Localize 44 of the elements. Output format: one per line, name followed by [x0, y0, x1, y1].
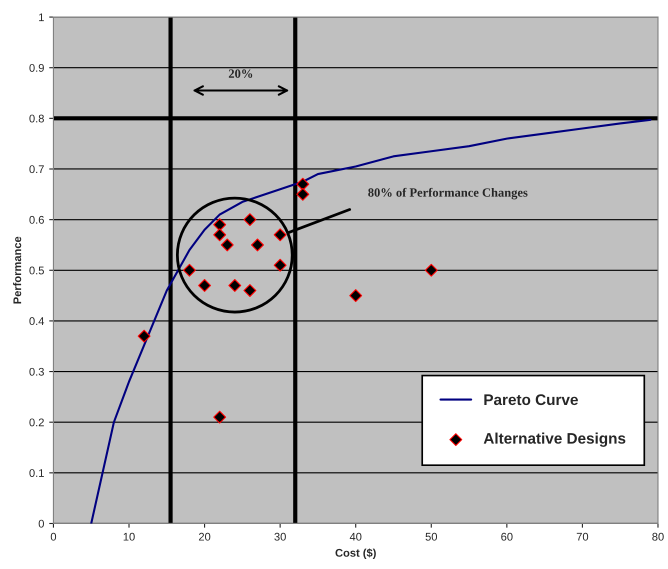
point	[198, 279, 212, 292]
x-tick-label: 10	[124, 532, 135, 541]
y-tick-label: 0.5	[29, 266, 44, 274]
y-tick-label: 0	[38, 520, 44, 528]
y-tick-label: 0.3	[29, 368, 44, 376]
y-tick-label: 0.7	[29, 165, 44, 174]
y-tick-label: 0.6	[29, 216, 44, 224]
x-axis-title: Cost ($)	[335, 548, 376, 559]
x-tick-label: 20	[198, 532, 210, 541]
annotation: 20%	[228, 69, 252, 78]
x-tick-label: 80	[652, 532, 664, 541]
point	[296, 188, 310, 201]
point	[220, 238, 234, 252]
y-tick-label: 0.1	[29, 469, 44, 477]
y-tick-label: 0.9	[29, 64, 44, 72]
y-tick-label: 0.8	[29, 114, 44, 122]
y-tick-label: 1	[39, 13, 44, 22]
line-series	[90, 118, 652, 524]
point	[243, 213, 256, 226]
point	[213, 228, 226, 242]
point	[274, 228, 287, 242]
x-tick-label: 60	[501, 532, 513, 541]
point	[138, 330, 151, 343]
legend-label: Alternative Designs	[484, 432, 626, 447]
point	[183, 264, 196, 277]
x-tick-label: 30	[274, 532, 286, 541]
annotation: 80% of Performance Changes	[368, 188, 528, 200]
point	[243, 284, 256, 297]
point	[213, 218, 226, 232]
point	[251, 238, 264, 252]
x-tick-label: 40	[350, 532, 362, 541]
y-axis-title: Performance	[13, 236, 22, 304]
x-tick-label: 50	[426, 532, 438, 541]
x-tick-label: 0	[50, 532, 56, 541]
point	[228, 279, 242, 292]
point	[424, 264, 438, 277]
point	[213, 410, 226, 424]
legend-label: Pareto Curve	[484, 394, 578, 406]
x-tick-label: 70	[576, 532, 588, 541]
y-tick-label: 0.2	[29, 418, 44, 426]
y-tick-label: 0.4	[29, 317, 44, 326]
point	[274, 258, 287, 272]
point	[349, 289, 362, 302]
point	[296, 178, 310, 191]
